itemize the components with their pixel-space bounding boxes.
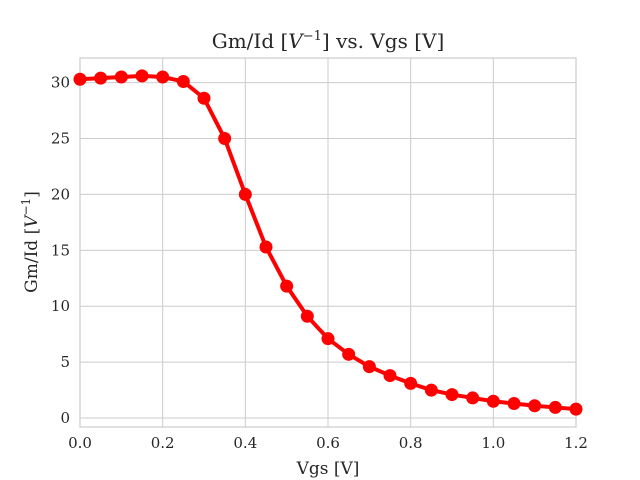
data-point <box>362 360 376 374</box>
x-tick-label: 0.4 <box>233 434 257 452</box>
y-tick-label: 30 <box>51 74 70 92</box>
data-point <box>424 383 438 397</box>
data-point <box>548 400 562 414</box>
data-point <box>300 309 314 323</box>
grid <box>79 58 577 427</box>
data-point <box>569 402 583 416</box>
data-point <box>156 70 170 84</box>
data-point <box>342 347 356 361</box>
data-point <box>218 132 232 146</box>
data-point <box>197 91 211 105</box>
data-point <box>135 69 149 83</box>
tick-labels: 0.0 0.2 0.4 0.6 0.8 1.0 1.2 0 5 10 15 20 25 30 <box>51 74 588 452</box>
data-point <box>280 279 294 293</box>
data-point <box>528 399 542 413</box>
x-tick-label: 1.2 <box>564 434 588 452</box>
data-point <box>383 369 397 383</box>
chart-title: Gm/Id [V−1] vs. Vgs [V] <box>212 29 445 53</box>
data-point <box>73 72 87 86</box>
data-point <box>507 397 521 411</box>
x-axis-label: Vgs [V] <box>296 459 360 479</box>
x-tick-label: 0.2 <box>151 434 175 452</box>
data-point <box>321 332 335 346</box>
y-tick-label: 10 <box>51 297 70 315</box>
data-point <box>259 240 273 254</box>
data-point <box>114 70 128 84</box>
x-tick-label: 0.0 <box>68 434 92 452</box>
x-tick-label: 0.6 <box>316 434 340 452</box>
y-tick-label: 15 <box>51 241 70 259</box>
series-layer <box>73 69 583 416</box>
y-tick-label: 0 <box>60 409 70 427</box>
y-tick-label: 20 <box>51 185 70 203</box>
data-point <box>238 187 252 201</box>
x-tick-label: 0.8 <box>399 434 423 452</box>
data-point <box>176 74 190 88</box>
data-point <box>466 391 480 405</box>
x-tick-label: 1.0 <box>481 434 505 452</box>
data-point <box>486 394 500 408</box>
data-point <box>404 376 418 390</box>
y-tick-label: 25 <box>51 130 70 148</box>
data-point <box>94 71 108 85</box>
y-axis-label: Gm/Id [V−1] <box>19 191 42 293</box>
y-tick-label: 5 <box>60 353 70 371</box>
plot-frame <box>79 57 577 428</box>
data-point <box>445 388 459 402</box>
